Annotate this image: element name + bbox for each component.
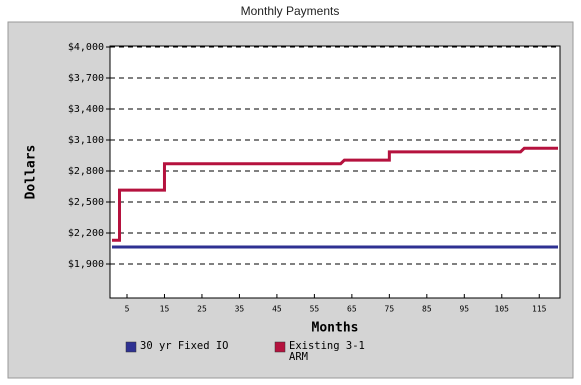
chart-title: Monthly Payments (241, 4, 340, 18)
x-tick-label: 95 (459, 305, 469, 314)
grid: $1,900 $2,200 $2,500 $2,800 $3,100 $3,400 $3,7… (68, 42, 560, 314)
legend-label: 30 yr Fixed IO (140, 340, 229, 352)
x-tick-label: 65 (347, 305, 357, 314)
x-tick-label: 55 (310, 305, 320, 314)
legend-label: Existing 3-1 ARM (289, 340, 365, 363)
y-tick-label: $2,200 (68, 228, 104, 239)
x-tick-label: 15 (160, 305, 170, 314)
y-tick-label: $2,500 (68, 197, 104, 208)
marks (112, 146, 558, 249)
y-tick-label: $3,100 (68, 135, 104, 146)
series-line (112, 146, 558, 242)
legend-swatch (125, 341, 137, 353)
legend-swatch (274, 341, 286, 353)
plot-area (109, 45, 561, 299)
y-tick-label: $3,700 (68, 73, 104, 84)
x-tick-label: 45 (272, 305, 282, 314)
x-axis-label: Months (312, 321, 359, 336)
x-tick-label: 35 (235, 305, 245, 314)
y-tick-label: $1,900 (68, 259, 104, 270)
y-tick-label: $3,400 (68, 104, 104, 115)
y-tick-label: $4,000 (68, 42, 104, 53)
y-tick-label: $2,800 (68, 166, 104, 177)
x-tick-label: 75 (385, 305, 395, 314)
x-tick-label: 115 (532, 305, 547, 314)
x-tick-label: 5 (125, 305, 130, 314)
y-axis-label: Dollars (24, 145, 39, 200)
x-tick-label: 105 (495, 305, 510, 314)
x-tick-label: 25 (197, 305, 207, 314)
x-tick-label: 85 (422, 305, 432, 314)
